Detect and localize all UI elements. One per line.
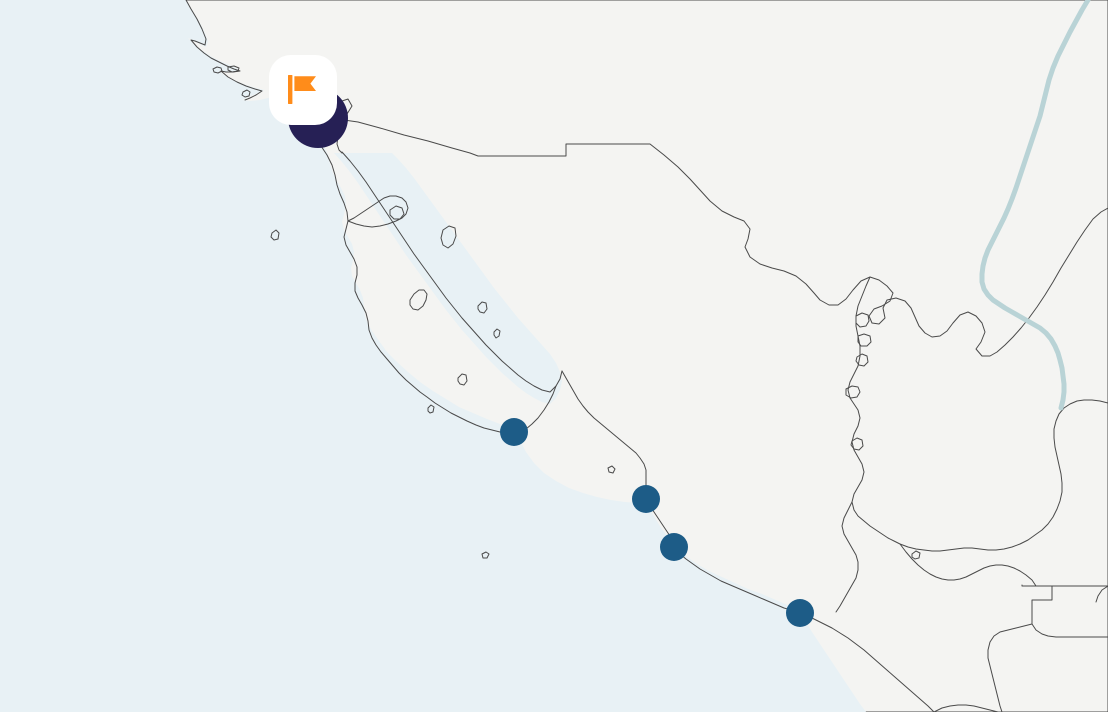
tamaulipas-lagoon (855, 312, 870, 328)
veracruz-lagoon-2 (850, 437, 864, 451)
baja-inlet-detail (347, 195, 409, 228)
port-marker-4[interactable] (786, 599, 814, 627)
veracruz-lagoon-1 (845, 385, 861, 399)
port-marker-3[interactable] (660, 533, 688, 561)
island-angel-de-la-guarda (409, 289, 428, 311)
port-marker-2[interactable] (632, 485, 660, 513)
offshore-island-6 (607, 465, 616, 474)
port-marker-1[interactable] (500, 418, 528, 446)
pacific-ocean (0, 0, 513, 453)
island-small-3 (477, 301, 488, 314)
channel-island-1 (212, 66, 223, 74)
pacific-ocean-southwest (0, 150, 866, 712)
rio-grande-river (979, 0, 1091, 411)
island-small-4 (493, 328, 501, 339)
island-small-1 (389, 205, 405, 220)
channel-island-3 (241, 89, 251, 98)
island-tiburon (440, 225, 457, 249)
yucatan-south-coast (899, 543, 1037, 587)
belize-coast (1095, 585, 1108, 603)
mexico-gulf-coast (847, 276, 1108, 552)
tampico-lagoon (855, 353, 869, 367)
belize-guatemala-border (1031, 585, 1108, 638)
channel-island-2 (227, 65, 240, 73)
central-america-coast (933, 704, 999, 712)
texas-gulf-coast (868, 207, 1108, 357)
baja-east-coast (341, 151, 563, 393)
offshore-island-5 (481, 551, 490, 559)
bay-of-campeche-coast (835, 501, 859, 613)
origin-info-bubble[interactable] (269, 55, 337, 125)
mexico-pacific-coast (561, 370, 935, 712)
coastline-strokes (185, 0, 1108, 712)
mexico-guatemala-border (987, 623, 1033, 712)
flag-icon (288, 75, 316, 104)
island-small-5 (427, 404, 435, 414)
island-small-2 (457, 373, 468, 386)
channel-island-4 (270, 229, 280, 241)
laguna-madre (857, 333, 872, 347)
baja-west-coast (296, 99, 515, 435)
guatemala-border (1021, 584, 1108, 587)
california-coast (185, 0, 263, 101)
gulf-island-detail (911, 550, 921, 560)
